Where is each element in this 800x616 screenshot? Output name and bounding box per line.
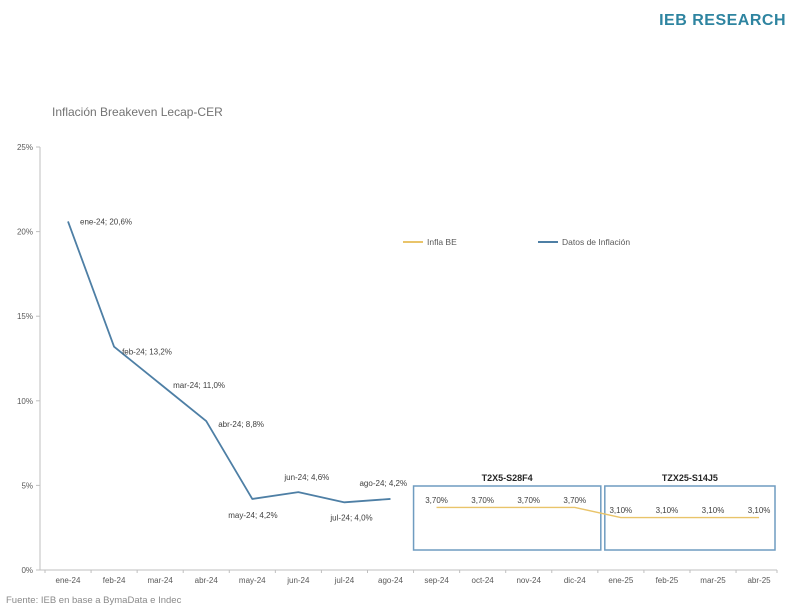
x-tick-label: feb-24 [103, 576, 126, 585]
y-tick-label: 25% [17, 143, 33, 152]
annotation-box-2: TZX25-S14J5 3,10% 3,10% 3,10% 3,10% [604, 473, 776, 551]
ieb-research-logo: IEB RESEARCH [659, 12, 786, 29]
annotation-value: 3,70% [471, 496, 494, 505]
inflation-data-line [67, 221, 391, 504]
data-label: mar-24; 11,0% [173, 381, 225, 390]
x-tick-label: abr-24 [195, 576, 219, 585]
annotation-value: 3,10% [609, 506, 632, 515]
annotation-value: 3,10% [702, 506, 725, 515]
data-label: feb-24; 13,2% [122, 348, 172, 357]
annotation-title: TZX25-S14J5 [662, 473, 718, 483]
legend-label: Infla BE [427, 237, 457, 247]
chart-title: Inflación Breakeven Lecap-CER [52, 105, 223, 119]
source-note: Fuente: IEB en base a BymaData e Indec [6, 595, 182, 606]
data-label: jul-24; 4,0% [329, 513, 372, 522]
annotation-box-1: T2X5-S28F4 3,70% 3,70% 3,70% 3,70% [412, 473, 602, 551]
x-tick-label: oct-24 [472, 576, 495, 585]
x-tick-label: ene-25 [608, 576, 633, 585]
annotation-value: 3,10% [656, 506, 679, 515]
x-tick-label: jun-24 [286, 576, 310, 585]
y-tick-label: 5% [21, 481, 33, 490]
x-tick-label: abr-25 [747, 576, 771, 585]
data-label: may-24; 4,2% [228, 511, 277, 520]
x-tick-label: jul-24 [334, 576, 355, 585]
annotation-value: 3,10% [748, 506, 771, 515]
annotation-rect [412, 485, 602, 551]
data-label: abr-24; 8,8% [218, 420, 264, 429]
x-tick-label: feb-25 [656, 576, 679, 585]
x-tick-label: ene-24 [56, 576, 81, 585]
axes: 0% 5% 10% 15% 20% 25% ene-24 feb-24 mar-24 abr-24… [17, 143, 778, 585]
annotation-value: 3,70% [563, 496, 586, 505]
data-label: ene-24; 20,6% [80, 217, 132, 226]
y-tick-label: 20% [17, 228, 33, 237]
annotation-value: 3,70% [425, 496, 448, 505]
y-tick-label: 0% [21, 566, 33, 575]
x-tick-label: mar-24 [147, 576, 173, 585]
data-label: jun-24; 4,6% [283, 473, 329, 482]
x-tick-label: ago-24 [378, 576, 403, 585]
x-tick-label: dic-24 [564, 576, 586, 585]
data-labels: ene-24; 20,6% feb-24; 13,2% mar-24; 11,0% a… [80, 217, 407, 522]
legend: Infla BE Datos de Inflación [403, 237, 630, 247]
y-tick-label: 15% [17, 312, 33, 321]
legend-label: Datos de Inflación [562, 237, 630, 247]
annotation-rect [604, 485, 776, 551]
annotation-value: 3,70% [517, 496, 540, 505]
x-tick-label: mar-25 [700, 576, 726, 585]
data-label: ago-24; 4,2% [359, 479, 407, 488]
x-tick-label: may-24 [239, 576, 266, 585]
x-tick-label: sep-24 [424, 576, 449, 585]
annotation-title: T2X5-S28F4 [482, 473, 533, 483]
breakeven-line [436, 506, 760, 519]
y-tick-label: 10% [17, 397, 33, 406]
x-tick-label: nov-24 [516, 576, 541, 585]
